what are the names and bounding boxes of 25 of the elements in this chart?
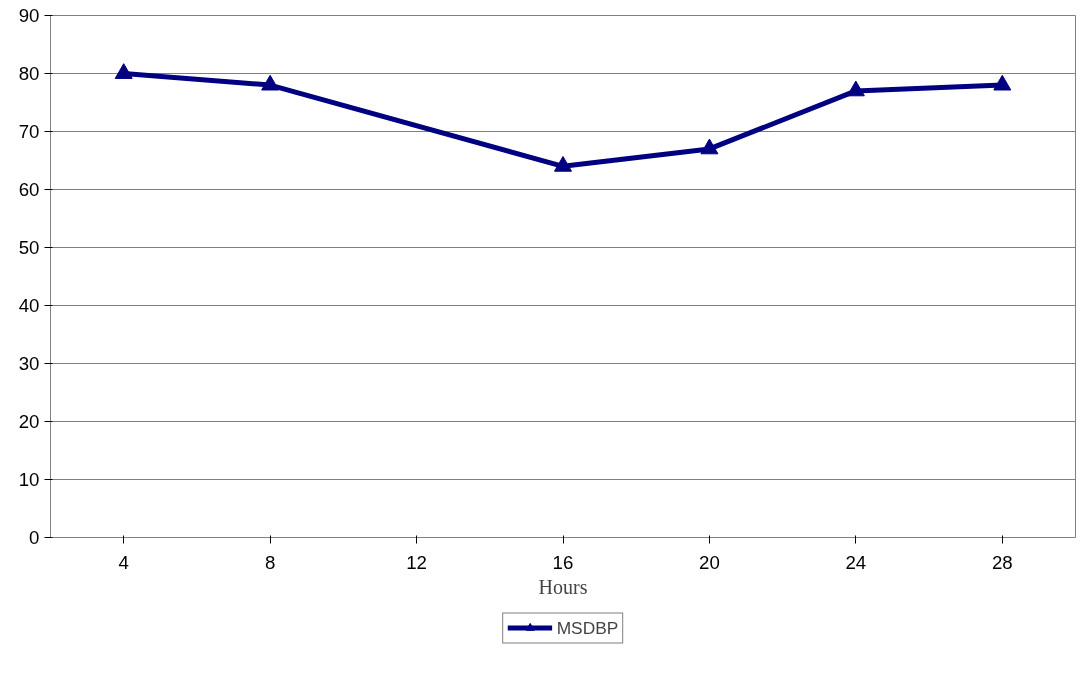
- point: [846, 80, 865, 97]
- legend-label: MSDBP: [556, 617, 619, 638]
- y-tick-label: 80: [18, 63, 40, 84]
- x-tick-label: 28: [991, 551, 1013, 573]
- x-tick-label: 8: [264, 551, 276, 573]
- point: [261, 74, 280, 91]
- y-tick-label: 70: [18, 121, 40, 142]
- point: [700, 138, 719, 155]
- x-tick-label: 16: [552, 551, 574, 573]
- y-tick-label: 10: [18, 469, 40, 490]
- y-tick-label: 30: [18, 353, 40, 374]
- y-tick-label: 90: [18, 5, 40, 26]
- x-axis-title: Hours: [538, 575, 588, 598]
- y-tick-label: 40: [18, 295, 40, 316]
- point: [554, 155, 572, 172]
- point: [993, 74, 1012, 91]
- y-tick-label: 0: [29, 527, 40, 548]
- y-tick-label: 50: [18, 237, 40, 258]
- y-tick-label: 60: [18, 179, 40, 200]
- x-tick-label: 12: [406, 551, 427, 573]
- x-tick-label: 20: [699, 551, 720, 573]
- x-tick-label: 24: [845, 551, 867, 573]
- y-tick-label: 20: [18, 411, 40, 432]
- x-tick-label: 4: [118, 551, 129, 573]
- point: [114, 63, 133, 79]
